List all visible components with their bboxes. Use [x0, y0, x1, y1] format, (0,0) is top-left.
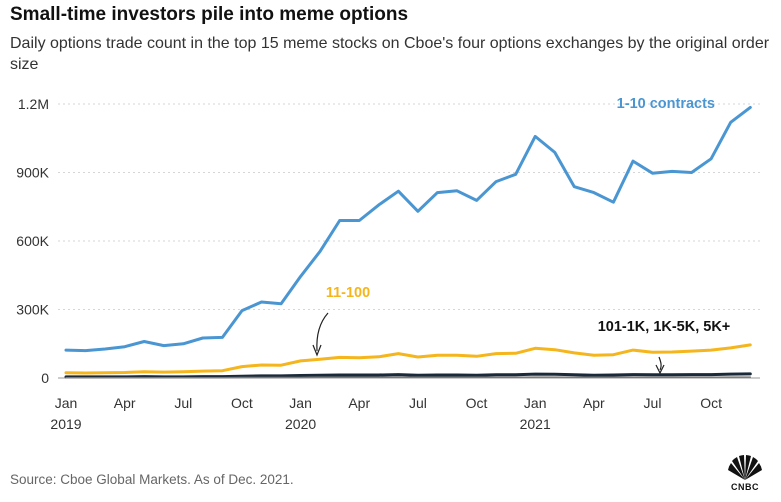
cnbc-peacock-icon [728, 455, 762, 480]
x-tick-label: Oct [466, 395, 488, 411]
x-tick-label: Jul [174, 395, 192, 411]
x-tick-label: Jan [289, 395, 312, 411]
x-tick-label: Jul [409, 395, 427, 411]
series-line-1 [64, 343, 752, 375]
cnbc-logo-text: CNBC [731, 482, 759, 492]
x-tick-label: Oct [700, 395, 722, 411]
x-tick-year: 2020 [285, 416, 316, 432]
series-line-2 [64, 372, 752, 379]
y-tick-label: 300K [16, 302, 49, 318]
chart-title: Small-time investors pile into meme opti… [10, 4, 409, 25]
x-tick-label: Apr [583, 395, 605, 411]
label-101-1k-5k: 101-1K, 1K-5K, 5K+ [598, 319, 731, 335]
x-tick-label: Jan [524, 395, 547, 411]
arrowhead-11-100 [312, 344, 322, 357]
y-tick-label: 600K [16, 233, 49, 249]
x-tick-year: 2021 [520, 416, 551, 432]
grid-lines [58, 103, 760, 379]
y-tick-label: 900K [16, 165, 49, 181]
arrow-101-1k [658, 356, 662, 371]
arrowhead-101-1k [655, 364, 665, 375]
chart-subtitle: Daily options trade count in the top 15 … [10, 35, 770, 73]
y-axis: 0 300K 600K 900K 1.2M [16, 96, 49, 386]
y-tick-label: 1.2M [18, 96, 49, 112]
x-tick-year: 2019 [50, 416, 81, 432]
series-line-0 [64, 105, 752, 353]
series-lines [64, 105, 752, 379]
x-tick-label: Oct [231, 395, 253, 411]
x-tick-label: Apr [348, 395, 370, 411]
x-axis: Jan 2019 Apr Jul Oct Jan 2020 Apr Jul Oct Jan 2021 A… [50, 395, 722, 432]
label-11-100: 11-100 [326, 285, 370, 301]
x-tick-label: Jul [644, 395, 662, 411]
x-tick-label: Apr [114, 395, 136, 411]
x-tick-label: Jan [55, 395, 78, 411]
arrow-11-100 [316, 312, 329, 352]
source-note: Source: Cboe Global Markets. As of Dec. … [10, 472, 294, 487]
series-line-3 [65, 376, 752, 379]
y-tick-label: 0 [41, 370, 49, 386]
label-1-10-contracts: 1-10 contracts [617, 96, 715, 112]
annotations: 1-10 contracts 11-100 101-1K, 1K-5K, 5K+ [312, 96, 731, 375]
